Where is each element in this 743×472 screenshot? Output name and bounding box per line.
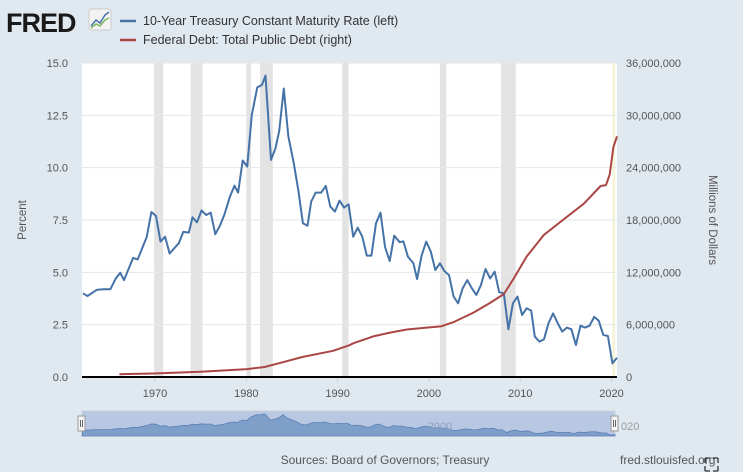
left-tick-label: 0.0 (53, 372, 68, 384)
right-tick-label: 18,000,000 (626, 215, 681, 227)
right-tick-label: 12,000,000 (626, 267, 681, 279)
right-tick-label: 6,000,000 (626, 320, 675, 332)
legend-label-debt: Federal Debt: Total Public Debt (right) (143, 33, 352, 47)
x-tick-label: 2010 (508, 388, 532, 400)
navigator-label-2020: 020 (621, 421, 639, 433)
right-tick-label: 24,000,000 (626, 163, 681, 175)
navigator-area (81, 413, 616, 437)
logo-graph-icon (88, 8, 112, 31)
right-axis-title: Millions of Dollars (706, 175, 718, 265)
right-tick-label: 30,000,000 (626, 110, 681, 122)
legend-label-treasury: 10-Year Treasury Constant Maturity Rate … (143, 14, 398, 28)
right-tick-label: 36,000,000 (626, 58, 681, 70)
treasury-rate-line (82, 74, 618, 365)
left-tick-label: 5.0 (53, 267, 68, 279)
x-tick-label: 2020 (599, 388, 623, 400)
left-tick-label: 15.0 (47, 58, 68, 70)
logo-text: FRED (6, 8, 76, 38)
navigator-left-handle[interactable] (77, 415, 86, 432)
federal-debt-line (119, 135, 618, 376)
site-link[interactable]: fred.stlouisfed.org (620, 453, 715, 467)
right-axis-ticks: 0 6,000,000 12,000,000 18,000,000 24,000,000… (626, 58, 681, 384)
x-axis-ticks: 1970 1980 1990 2000 2010 2020 (143, 377, 624, 400)
x-tick-label: 1990 (325, 388, 349, 400)
left-tick-label: 10.0 (47, 163, 68, 175)
navigator-label-1980: 1980 (250, 421, 274, 433)
legend: 10-Year Treasury Constant Maturity Rate … (120, 14, 398, 47)
fullscreen-icon[interactable] (704, 457, 719, 472)
gridlines (82, 62, 617, 326)
sources-text: Sources: Board of Governors; Treasury (281, 453, 490, 467)
left-tick-label: 12.5 (47, 110, 68, 122)
left-axis-title: Percent (17, 199, 29, 239)
left-axis-ticks: 0.0 2.5 5.0 7.5 10.0 12.5 15.0 (47, 58, 68, 384)
left-tick-label: 7.5 (53, 215, 68, 227)
left-tick-label: 2.5 (53, 320, 68, 332)
x-tick-label: 2000 (417, 388, 441, 400)
navigator-right-handle[interactable] (610, 415, 619, 432)
x-tick-label: 1980 (234, 388, 258, 400)
right-tick-label: 0 (626, 372, 632, 384)
fred-logo[interactable]: FRED (6, 8, 112, 38)
x-tick-label: 1970 (143, 388, 167, 400)
series-lines (82, 74, 618, 376)
navigator-label-2000: 2000 (428, 421, 452, 433)
range-navigator[interactable]: 1980 2000 020 (77, 410, 639, 437)
